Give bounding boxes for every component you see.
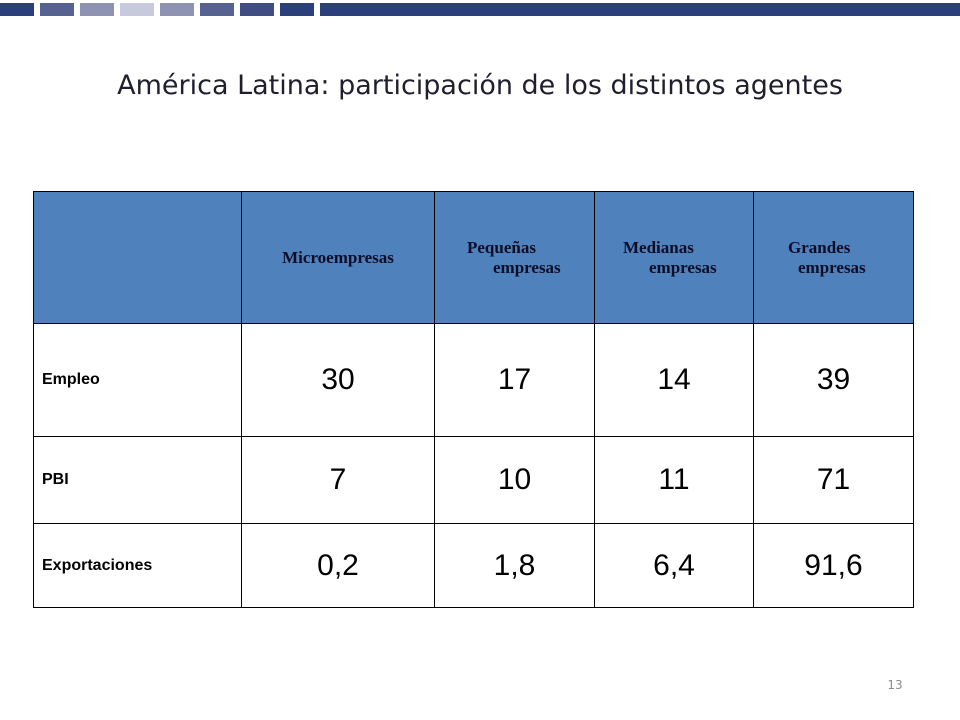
row-label: PBI <box>33 436 242 524</box>
table-header-row: Microempresas Pequeñas empresas Medianas… <box>33 191 914 324</box>
cell-value: 11 <box>594 436 754 524</box>
top-bar-segment <box>200 3 234 16</box>
cell-value: 71 <box>753 436 914 524</box>
decorative-top-bar <box>0 3 960 16</box>
cell-value: 39 <box>753 323 914 437</box>
header-empty-cell <box>33 191 242 324</box>
cell-value: 7 <box>241 436 435 524</box>
top-bar-long-segment <box>320 3 960 16</box>
cell-value: 91,6 <box>753 523 914 608</box>
table-row-empleo: Empleo 30 17 14 39 <box>33 323 914 437</box>
top-bar-segment <box>0 3 34 16</box>
cell-value: 14 <box>594 323 754 437</box>
cell-value: 30 <box>241 323 435 437</box>
table-row-pbi: PBI 7 10 11 71 <box>33 436 914 524</box>
header-grandes-empresas: Grandes empresas <box>753 191 914 324</box>
header-microempresas: Microempresas <box>241 191 435 324</box>
header-pequenas-empresas: Pequeñas empresas <box>434 191 595 324</box>
top-bar-segment <box>40 3 74 16</box>
cell-value: 6,4 <box>594 523 754 608</box>
top-bar-segment <box>120 3 154 16</box>
cell-value: 0,2 <box>241 523 435 608</box>
top-bar-segment <box>280 3 314 16</box>
table-row-exportaciones: Exportaciones 0,2 1,8 6,4 91,6 <box>33 523 914 608</box>
top-bar-segment <box>240 3 274 16</box>
slide-title: América Latina: participación de los dis… <box>117 70 843 101</box>
header-medianas-empresas: Medianas empresas <box>594 191 754 324</box>
slide-number: 13 <box>887 678 903 692</box>
top-bar-segment <box>80 3 114 16</box>
row-label: Exportaciones <box>33 523 242 608</box>
top-bar-segment <box>160 3 194 16</box>
row-label: Empleo <box>33 323 242 437</box>
participation-table: Microempresas Pequeñas empresas Medianas… <box>33 191 914 608</box>
cell-value: 10 <box>434 436 595 524</box>
cell-value: 17 <box>434 323 595 437</box>
cell-value: 1,8 <box>434 523 595 608</box>
